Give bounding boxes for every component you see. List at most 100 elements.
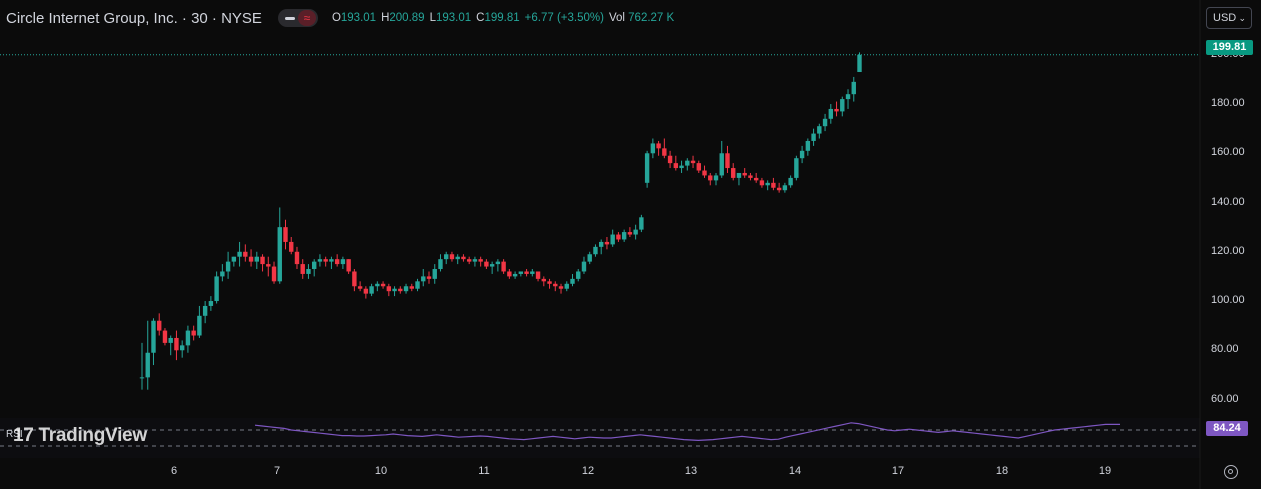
candle-body — [748, 175, 753, 178]
candle-body — [639, 217, 644, 230]
candle-body — [398, 288, 403, 292]
x-tick-label: 10 — [374, 465, 388, 477]
candle-body — [576, 271, 581, 279]
visibility-toggle[interactable]: ≈ — [277, 9, 318, 27]
rsi-label[interactable]: RSI — [6, 429, 23, 440]
candle-body — [300, 264, 305, 274]
candle-body — [312, 261, 317, 270]
x-tick-label: 6 — [170, 465, 178, 477]
chevron-down-icon: ⌄ — [1238, 13, 1246, 23]
symbol-title[interactable]: Circle Internet Group, Inc. · 30 · NYSE — [6, 9, 262, 27]
tradingview-watermark: 17 TradingView — [13, 425, 147, 447]
candle-body — [329, 259, 334, 262]
candle-body — [375, 283, 380, 287]
settings-gear-icon[interactable] — [1224, 465, 1238, 479]
x-tick-label: 19 — [1098, 465, 1112, 477]
candle-body — [323, 259, 328, 262]
candle-body — [644, 153, 650, 183]
candle-body — [616, 234, 621, 240]
candle-body — [489, 264, 495, 267]
x-tick-label: 11 — [478, 465, 490, 477]
candle-body — [690, 160, 696, 164]
candle-body — [524, 271, 529, 274]
currency-label: USD — [1213, 12, 1237, 24]
candle-body — [621, 232, 627, 240]
candle-body — [811, 133, 816, 141]
candle-body — [834, 108, 839, 112]
y-tick-label: 100.00 — [1211, 294, 1245, 307]
candle-body — [679, 165, 684, 169]
ohlc-readout: O193.01 H200.89 L193.01 C199.81 +6.77 (+… — [332, 12, 674, 24]
currency-select[interactable]: USD ⌄ — [1206, 7, 1252, 29]
y-tick-label: 80.00 — [1211, 343, 1239, 356]
candle-body — [776, 187, 782, 191]
candle-body — [139, 377, 145, 379]
candle-body — [570, 278, 575, 284]
candle-body — [828, 108, 833, 119]
candle-body — [725, 153, 730, 169]
candle-body — [214, 276, 219, 302]
low-value: 193.01 — [435, 12, 472, 24]
candle-body — [461, 256, 466, 260]
candle-body — [162, 330, 168, 343]
candle-body — [507, 271, 512, 277]
candle-body — [254, 256, 259, 262]
candle-body — [822, 118, 828, 127]
candle-body — [719, 153, 724, 176]
candle-body — [380, 283, 386, 287]
candle-body — [426, 276, 432, 279]
candle-body — [455, 256, 460, 260]
candle-body — [587, 254, 592, 262]
candle-body — [840, 99, 845, 112]
candle-body — [248, 256, 254, 262]
candle-body — [547, 281, 552, 284]
candle-body — [271, 266, 277, 282]
y-tick-label: 160.00 — [1211, 146, 1245, 159]
candle-body — [857, 54, 862, 73]
y-tick-label: 60.00 — [1211, 392, 1239, 405]
candle-body — [558, 286, 564, 289]
candle-body — [283, 227, 288, 242]
candle-body — [553, 283, 558, 287]
last-price-tag: 199.81 — [1206, 40, 1253, 55]
x-tick-label: 18 — [995, 465, 1009, 477]
candle-body — [157, 320, 162, 331]
y-tick-label: 140.00 — [1211, 195, 1245, 208]
y-tick-label: 180.00 — [1211, 97, 1245, 110]
candle-body — [220, 271, 225, 277]
candle-body — [851, 81, 856, 95]
candle-body — [340, 259, 346, 265]
close-label: C — [476, 12, 485, 24]
x-tick-label: 17 — [891, 465, 905, 477]
candle-body — [237, 251, 242, 257]
candle-body — [610, 234, 615, 245]
candle-body — [512, 273, 518, 277]
candle-body — [392, 288, 397, 292]
y-tick-label: 120.00 — [1211, 244, 1245, 257]
candle-body — [656, 143, 661, 149]
candle-body — [151, 320, 156, 353]
candle-body — [444, 254, 449, 260]
candle-body — [685, 160, 690, 166]
candle-body — [294, 251, 300, 265]
candle-body — [541, 278, 546, 282]
candle-body — [771, 182, 776, 188]
candle-body — [696, 163, 701, 171]
wave-icon: ≈ — [297, 10, 316, 26]
candle-body — [185, 330, 191, 346]
volume-label: Vol — [608, 12, 625, 24]
candle-body — [243, 251, 248, 257]
candle-body — [421, 276, 426, 282]
high-label: H — [381, 12, 390, 24]
candle-body — [386, 286, 392, 292]
candle-body — [501, 261, 506, 272]
rsi-value-tag: 84.24 — [1206, 421, 1248, 436]
high-value: 200.89 — [389, 12, 425, 24]
candle-body — [191, 330, 196, 336]
volume-value: 762.27 K — [628, 12, 675, 24]
candle-body — [438, 259, 443, 270]
candle-body — [225, 261, 231, 272]
candle-body — [403, 286, 409, 292]
